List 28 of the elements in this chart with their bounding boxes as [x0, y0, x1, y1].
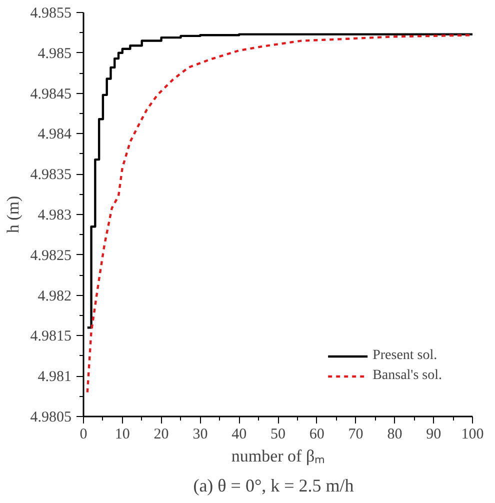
y-tick-label: 4.9805	[30, 410, 72, 426]
y-tick-label: 4.984	[38, 126, 72, 143]
x-tick-label: 60	[309, 426, 324, 442]
y-tick-label: 4.9815	[30, 328, 72, 345]
x-tick-label: 40	[232, 426, 247, 442]
x-tick-label: 0	[80, 426, 88, 442]
line-series	[86, 34, 472, 394]
x-tick-label: 70	[348, 426, 364, 442]
y-tick-label: 4.982	[38, 288, 72, 304]
x-tick-label: 80	[387, 426, 402, 442]
x-tick-label: 30	[192, 426, 208, 442]
y-tick-label: 4.9845	[30, 86, 72, 102]
x-tick-label: 10	[114, 426, 130, 442]
legend-label: Bansal's sol.	[372, 368, 442, 384]
y-tick-label: 4.9855	[30, 6, 72, 22]
x-tick-label: 90	[426, 426, 442, 442]
x-tick-label: 50	[270, 426, 286, 442]
x-tick-label: 20	[154, 426, 169, 442]
y-tick-label: 4.983	[38, 208, 72, 224]
text: (a) θ = 0°, k = 2.5 m/h	[193, 476, 354, 496]
y-axis-title: h (m)	[3, 196, 22, 234]
y-tick-label: 4.9835	[30, 167, 72, 184]
x-tick-label: 100	[461, 426, 484, 442]
y-tick-label: 4.9825	[30, 248, 72, 264]
x-axis-title: number of βₘ	[231, 446, 325, 466]
y-tick-label: 4.985	[38, 46, 72, 62]
legend-label: Present sol.	[372, 348, 438, 364]
y-tick-label: 4.981	[38, 369, 72, 386]
